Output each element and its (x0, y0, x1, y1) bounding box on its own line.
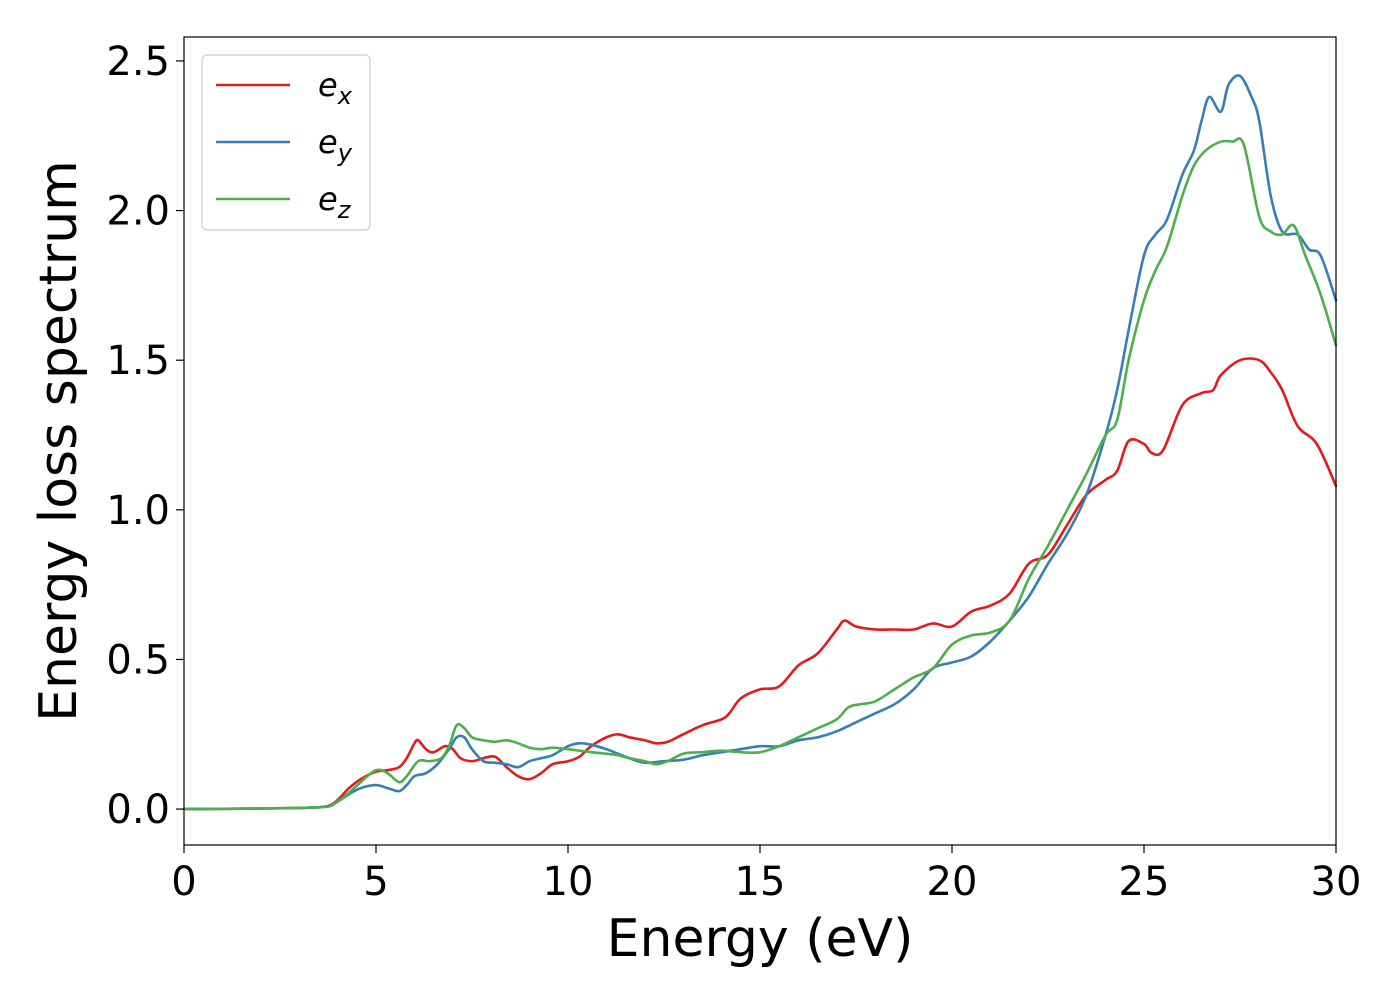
x-tick-label: 0 (171, 859, 196, 905)
x-tick-label: 25 (1119, 859, 1170, 905)
series-layer (182, 74, 1338, 811)
x-tick-label: 5 (363, 859, 388, 905)
x-axis-title: Energy (eV) (607, 909, 914, 969)
x-tick-label: 30 (1311, 859, 1362, 905)
y-tick-label: 0.0 (106, 787, 170, 833)
x-tick-label: 15 (735, 859, 786, 905)
y-axis-title: Energy loss spectrum (29, 160, 89, 722)
y-axis: 0.0 0.5 1.0 1.5 2.0 2.5 (106, 39, 184, 833)
y-tick-label: 0.5 (106, 637, 170, 683)
y-tick-label: 2.5 (106, 39, 170, 85)
plot-area (184, 37, 1336, 845)
x-tick-label: 10 (543, 859, 594, 905)
y-tick-label: 2.0 (106, 189, 170, 235)
series-line-ez (182, 137, 1338, 811)
y-tick-label: 1.0 (106, 488, 170, 534)
series-line-ex (182, 357, 1338, 811)
x-axis: 0 5 10 15 20 25 30 (171, 845, 1361, 905)
series-line-ey (182, 74, 1338, 811)
x-tick-label: 20 (927, 859, 978, 905)
y-tick-label: 1.5 (106, 338, 170, 384)
